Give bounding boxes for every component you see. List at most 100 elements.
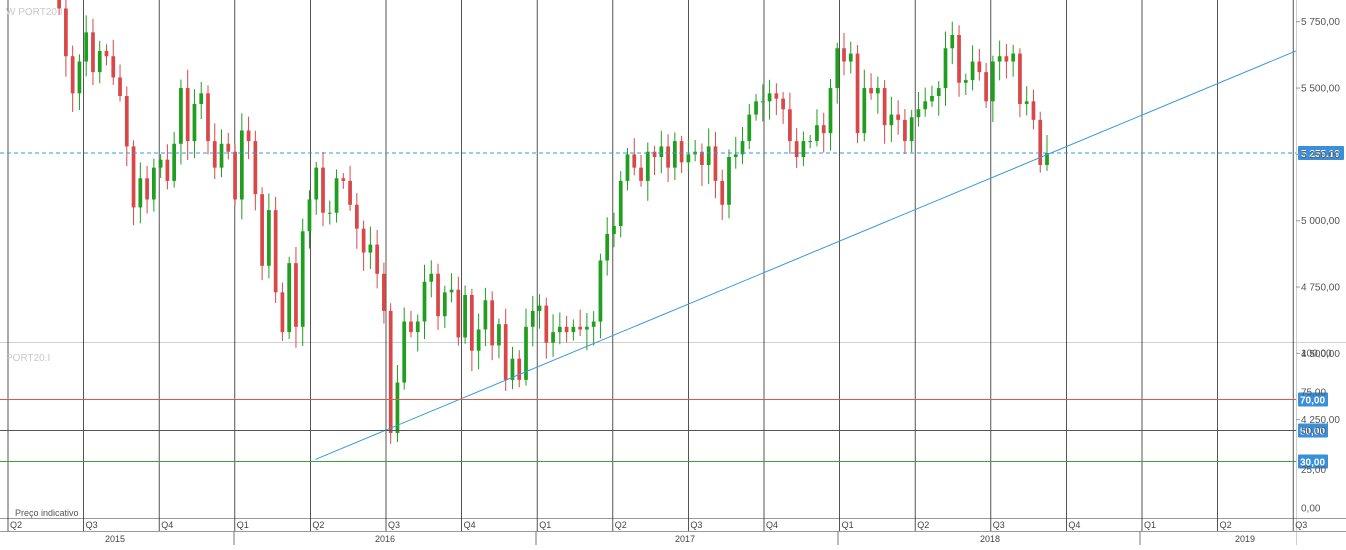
rsi-pane: 70,00 50,00 30,00 [0,392,1328,469]
candle-body [476,329,481,351]
rsi-level-tag: 70,00 [1298,392,1328,407]
x-tick-label: Q2 [615,520,627,530]
candle-body [767,93,772,102]
candle-body [294,263,298,327]
candle-body [1045,153,1049,165]
candle-body [1018,53,1022,104]
candle-body [470,294,474,351]
candle-body [206,93,210,142]
x-tick-label: Q2 [917,520,929,530]
candle-body [605,233,610,261]
candle-body [321,167,325,213]
candle-body [706,146,711,165]
x-tick-label: Q4 [766,520,778,530]
rsi-tick-label: 100,00 [1301,349,1332,360]
candle-body [672,141,677,168]
candle-body [686,154,691,163]
candle-body [578,326,582,330]
candle-body [84,32,89,62]
candle-body [239,130,244,200]
candle-body [287,263,292,333]
candle-body [794,141,799,158]
x-tick-label: Q1 [237,520,249,530]
candle-body [747,114,752,142]
candle-body [970,61,975,81]
candle-body [530,310,535,327]
candle-body [510,358,515,380]
rsi-tick-label: 0,00 [1301,504,1321,515]
candle-body [111,56,116,78]
rsi-level-tag-label: 70,00 [1300,396,1325,407]
candle-body [936,88,941,97]
price-pane: 5 255,19 [0,0,1344,460]
candle-body [503,324,508,380]
candle-body [436,273,440,317]
candle-body [179,88,183,144]
candle-body [429,273,434,282]
rsi-level-tag-bg [1298,423,1328,438]
candle-body [618,180,623,227]
rsi-level-tag-bg [1298,454,1328,469]
candle-body [388,310,393,433]
candle-body [348,180,352,205]
candle-body [1011,53,1016,62]
x-tick-label: Q4 [464,520,476,530]
candle-body [151,167,156,200]
candle-body [524,326,528,380]
candle-body [720,180,725,205]
year-label: 2019 [1235,534,1255,544]
rsi-tick-label: 50,00 [1301,426,1326,437]
candle-body [679,141,684,163]
candle-body [537,305,542,311]
candle-body [517,358,522,380]
candle-body [57,0,61,9]
candle-body [727,157,731,205]
candle-body [733,154,738,158]
price-tick-label: 5 750,00 [1301,17,1340,28]
candle-body [903,119,907,142]
candle-body [754,101,758,115]
x-tick-label: Q2 [1220,520,1232,530]
x-tick-label: Q1 [842,520,854,530]
candle-body [659,146,664,158]
candle-body [158,159,163,168]
candle-body [395,382,400,433]
candle-body [943,48,948,89]
x-tick-label: Q1 [1144,520,1156,530]
candle-body [788,109,792,142]
candle-body [645,151,650,181]
candle-body [869,88,873,94]
price-tick-label: 4 500,00 [1301,349,1340,360]
rsi-level-tag: 50,00 [1298,423,1328,438]
candle-body [930,96,934,102]
candle-body [449,289,454,293]
price-tick-label: 5 250,00 [1301,150,1340,161]
candle-body [916,109,921,118]
candle-body [781,98,785,110]
candle-body [300,231,305,327]
candle-body [91,32,95,73]
candle-body [402,321,407,383]
support-trendline [315,50,1297,460]
candle-body [1004,56,1009,62]
candle-body [172,143,177,181]
candle-body [341,178,346,181]
x-tick-label: Q4 [161,520,173,530]
candle-body [483,300,488,330]
candle-body [368,244,373,253]
candle-body [138,178,143,208]
candle-body [212,141,217,168]
candle-body [808,141,813,143]
candle-body [848,53,853,62]
candle-body [490,300,495,346]
candle-body [991,61,995,102]
candle-body [544,305,549,343]
candle-body [585,326,589,330]
candle-body [219,143,224,168]
candle-body [233,151,237,200]
candle-body [835,48,840,89]
candle-body [652,151,657,158]
candle-body [666,146,670,168]
candle-body [253,141,258,195]
